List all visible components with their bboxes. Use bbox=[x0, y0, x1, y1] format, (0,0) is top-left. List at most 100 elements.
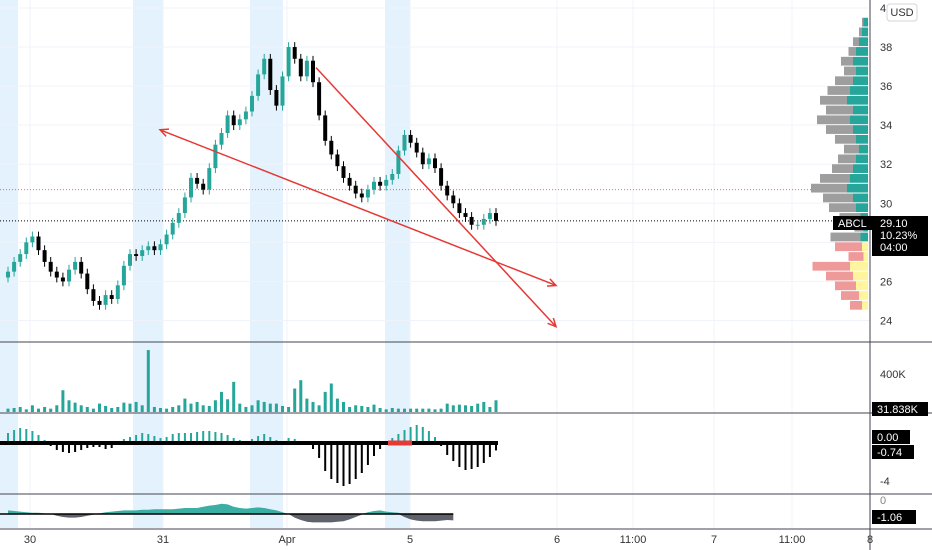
trendline-arrowhead bbox=[546, 278, 558, 287]
volume-bar bbox=[342, 401, 345, 412]
volume-bar bbox=[79, 405, 83, 412]
volume-bar bbox=[274, 403, 278, 412]
volume-bar bbox=[464, 405, 467, 412]
profile-down-bar bbox=[848, 47, 856, 56]
volume-bar bbox=[24, 409, 28, 412]
time-tick-label: 7 bbox=[711, 534, 717, 546]
volume-bar bbox=[445, 403, 449, 412]
volume-bar bbox=[201, 405, 205, 412]
oscillator-bar bbox=[421, 427, 424, 443]
volume-bar bbox=[195, 401, 199, 412]
candle-body bbox=[207, 168, 212, 190]
oscillator-bar bbox=[129, 437, 131, 443]
price-tick-label: 34 bbox=[880, 120, 892, 132]
profile-up-bar bbox=[856, 47, 868, 56]
profile-up-bar bbox=[853, 271, 868, 281]
volume-bar bbox=[61, 390, 65, 412]
candle-body bbox=[79, 261, 84, 274]
volume-bars bbox=[6, 350, 498, 412]
candle-body bbox=[463, 213, 468, 217]
volume-bar bbox=[268, 403, 272, 412]
oscillator-bar bbox=[104, 443, 107, 449]
profile-down-bar bbox=[862, 17, 864, 27]
oscillator-bar bbox=[470, 443, 473, 469]
profile-down-bar bbox=[835, 76, 853, 86]
oscillator-bar bbox=[68, 443, 70, 453]
volume-bar bbox=[396, 408, 400, 412]
candle-body bbox=[12, 261, 17, 272]
volume-bar bbox=[439, 408, 443, 412]
volume-bar bbox=[348, 406, 352, 412]
volume-value: 31.838K bbox=[877, 404, 919, 416]
profile-down-bar bbox=[826, 105, 853, 115]
oscillator-bar bbox=[226, 435, 229, 443]
volume-bar bbox=[207, 405, 211, 412]
oscillator-bar bbox=[342, 443, 345, 486]
profile-down-bar bbox=[812, 261, 850, 271]
profile-up-bar bbox=[856, 281, 868, 291]
candle-body bbox=[195, 177, 200, 184]
candle-body bbox=[365, 189, 370, 198]
candle-body bbox=[121, 265, 126, 286]
volume-bar bbox=[226, 399, 230, 412]
candle-body bbox=[304, 60, 309, 77]
volume-bar bbox=[128, 403, 132, 412]
volume-bar bbox=[482, 401, 486, 412]
oscillator-bar bbox=[434, 437, 436, 443]
volume-bar bbox=[183, 398, 187, 412]
price-tick-label: 26 bbox=[880, 276, 892, 288]
volume-bar bbox=[372, 404, 376, 412]
volume-bar bbox=[317, 405, 321, 412]
price-candles bbox=[6, 42, 498, 310]
profile-down-bar bbox=[841, 291, 859, 300]
candle-body bbox=[445, 185, 450, 196]
candle-body bbox=[134, 254, 139, 257]
candle-body bbox=[408, 134, 413, 143]
price-tick-label: 4 bbox=[880, 3, 886, 15]
profile-up-bar bbox=[859, 144, 868, 154]
oscillator-bar bbox=[452, 443, 455, 461]
candle-body bbox=[140, 250, 145, 257]
time-tick-label: 5 bbox=[407, 534, 413, 546]
profile-down-bar bbox=[835, 242, 862, 252]
candle-body bbox=[487, 213, 492, 219]
session-band bbox=[250, 0, 283, 528]
oscillator-bar bbox=[330, 443, 333, 479]
oscillator-bar bbox=[269, 437, 272, 443]
volume-bar bbox=[49, 408, 53, 412]
candle-body bbox=[24, 242, 29, 255]
candle-body bbox=[54, 271, 59, 278]
oscillator-bar bbox=[214, 432, 217, 443]
time-tick-label: 30 bbox=[24, 534, 36, 546]
currency-button[interactable]: USD bbox=[886, 3, 918, 22]
oscillator-bar bbox=[336, 443, 339, 483]
profile-up-bar bbox=[853, 193, 868, 203]
oscillator-bar bbox=[458, 443, 461, 467]
last-price: 29.10 bbox=[880, 218, 908, 230]
volume-bar bbox=[18, 406, 22, 412]
volume-bar bbox=[323, 391, 327, 412]
oscillator-bar bbox=[324, 443, 327, 471]
volume-bar bbox=[311, 401, 315, 412]
volume-profile bbox=[811, 17, 868, 310]
profile-down-bar bbox=[823, 193, 853, 203]
candle-body bbox=[323, 115, 328, 141]
profile-up-bar bbox=[859, 291, 868, 300]
volume-bar bbox=[12, 407, 16, 412]
profile-up-bar bbox=[860, 232, 868, 242]
volume-bar bbox=[73, 402, 77, 412]
candle-body bbox=[36, 236, 41, 251]
trendlines[interactable] bbox=[158, 67, 558, 328]
candle-body bbox=[67, 269, 71, 282]
volume-bar bbox=[366, 406, 370, 412]
time-axis[interactable]: 30 31 Apr 5 6 11:00 7 11:00 8 bbox=[24, 534, 873, 546]
candle-body bbox=[347, 177, 352, 186]
candle-body bbox=[335, 154, 340, 167]
oscillator-bar bbox=[19, 428, 22, 443]
candle-body bbox=[256, 74, 261, 96]
time-tick-label: 8 bbox=[867, 534, 873, 546]
candle-body bbox=[268, 58, 273, 91]
oscillator-bar bbox=[354, 443, 357, 479]
profile-up-bar bbox=[856, 134, 868, 144]
